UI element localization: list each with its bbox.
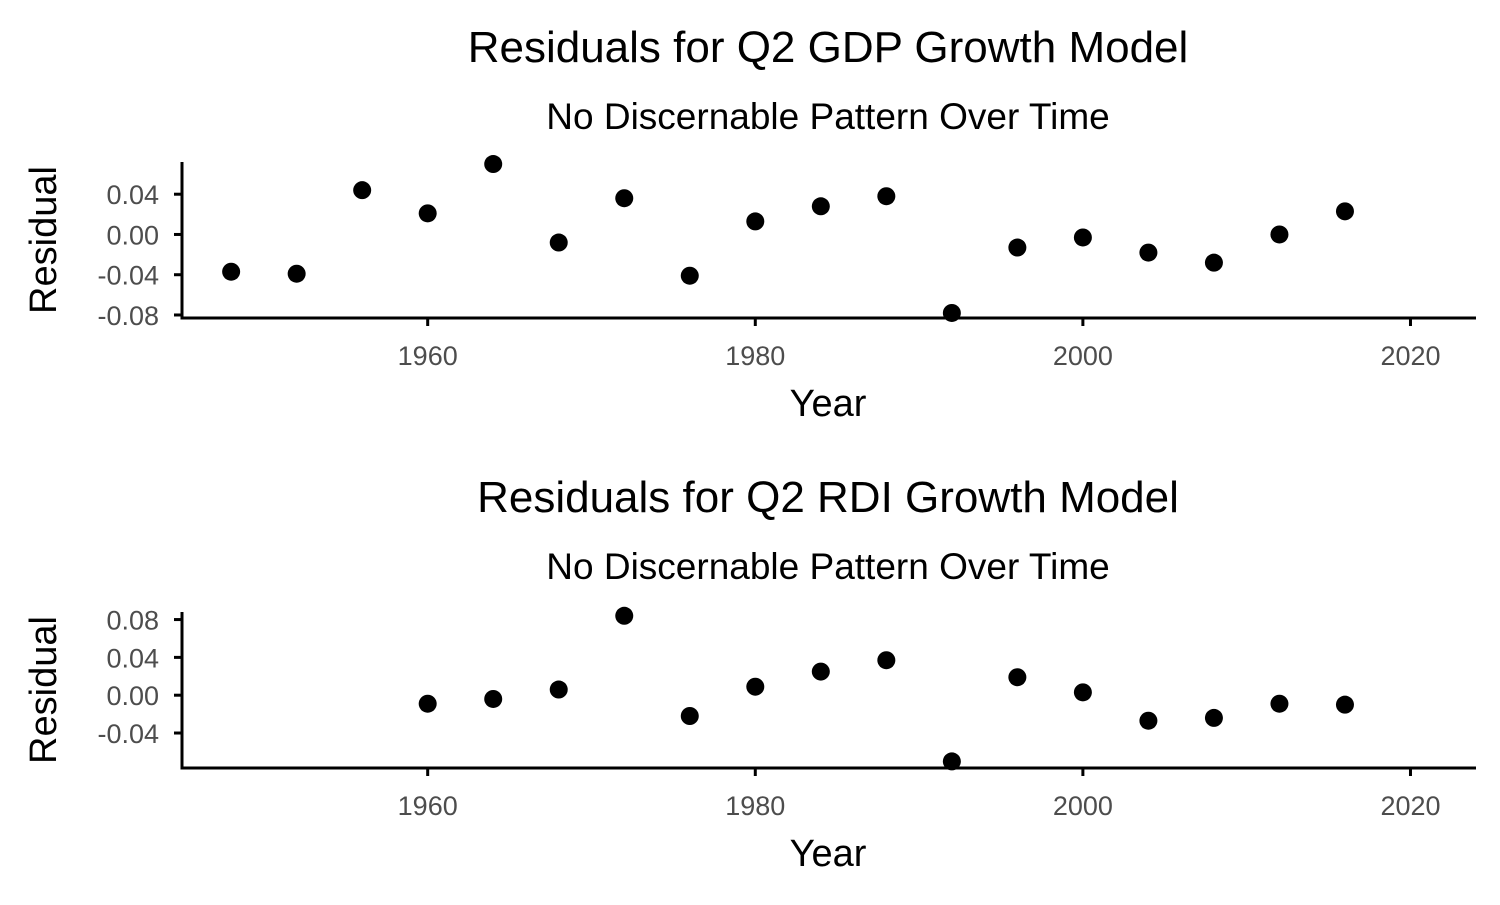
gdp-residual-point [1270, 225, 1289, 244]
rdi-residual-point [1073, 683, 1092, 702]
rdi-y-tick-label: -0.04 [97, 719, 159, 749]
rdi-y-tick-label: 0.00 [106, 681, 159, 711]
gdp-x-tick-label: 2000 [1053, 341, 1113, 371]
gdp-residual-point [615, 189, 634, 208]
rdi-residual-point [1270, 694, 1289, 713]
gdp-residual-point [1073, 228, 1092, 247]
gdp-x-tick-label: 1960 [398, 341, 458, 371]
rdi-x-axis-label: Year [790, 833, 867, 875]
rdi-residual-point [942, 752, 961, 771]
gdp-y-tick-label: -0.04 [97, 261, 159, 291]
rdi-residual-point [680, 707, 699, 725]
rdi-residual-points [418, 606, 1354, 771]
gdp-residual-point [418, 204, 437, 223]
gdp-residual-point [484, 155, 503, 174]
rdi-residual-point [1335, 695, 1354, 714]
rdi-residual-point [484, 689, 503, 708]
gdp-residual-point [680, 266, 699, 285]
rdi-x-tick-label: 1960 [398, 791, 458, 821]
gdp-y-tick-label: 0.00 [106, 220, 159, 250]
rdi-residual-point [811, 662, 830, 681]
gdp-residual-point [222, 262, 241, 281]
rdi-residual-point [615, 606, 634, 625]
rdi-residual-point [418, 694, 437, 713]
gdp-residual-point [353, 181, 372, 200]
rdi-residual-point [1139, 711, 1158, 730]
gdp-x-tick-label: 2020 [1380, 341, 1440, 371]
rdi-chart-subtitle: No Discernable Pattern Over Time [546, 546, 1109, 587]
gdp-x-axis-label: Year [790, 383, 867, 425]
gdp-residual-point [549, 233, 568, 252]
rdi-x-tick-label: 1980 [725, 791, 785, 821]
gdp-residual-panel: Residuals for Q2 GDP Growth Model No Dis… [23, 23, 1476, 425]
gdp-residual-point [746, 212, 765, 231]
gdp-residual-point [1335, 202, 1354, 221]
gdp-y-tick-label: -0.08 [97, 301, 159, 331]
gdp-residual-point [1139, 243, 1158, 262]
rdi-residual-point [746, 677, 765, 696]
rdi-residual-point [1204, 708, 1223, 727]
gdp-residual-point [287, 264, 306, 283]
rdi-x-tick-label: 2000 [1053, 791, 1113, 821]
rdi-chart-title: Residuals for Q2 RDI Growth Model [477, 473, 1179, 522]
rdi-y-tick-label: 0.04 [106, 643, 159, 673]
rdi-axis-ticks: 1960 1980 2000 2020 -0.04 0.00 0.04 0.08 [97, 606, 1440, 821]
rdi-x-tick-label: 2020 [1380, 791, 1440, 821]
gdp-x-tick-label: 1980 [725, 341, 785, 371]
gdp-residual-points [222, 155, 1354, 322]
gdp-y-tick-label: 0.04 [106, 180, 159, 210]
rdi-y-tick-label: 0.08 [106, 606, 159, 636]
rdi-residual-point [877, 651, 896, 670]
rdi-residual-point [1008, 668, 1027, 687]
gdp-residual-point [1008, 238, 1027, 257]
gdp-chart-title: Residuals for Q2 GDP Growth Model [468, 23, 1189, 72]
gdp-y-axis-label: Residual [23, 166, 65, 314]
gdp-axis-ticks: 1960 1980 2000 2020 -0.08 -0.04 0.00 0.04 [97, 180, 1440, 371]
gdp-residual-point [1204, 253, 1223, 272]
gdp-residual-point [811, 197, 830, 216]
rdi-residual-point [549, 680, 568, 699]
rdi-residual-panel: Residuals for Q2 RDI Growth Model No Dis… [23, 473, 1476, 875]
rdi-y-axis-label: Residual [23, 616, 65, 764]
gdp-residual-point [877, 187, 896, 206]
gdp-chart-subtitle: No Discernable Pattern Over Time [546, 96, 1109, 137]
